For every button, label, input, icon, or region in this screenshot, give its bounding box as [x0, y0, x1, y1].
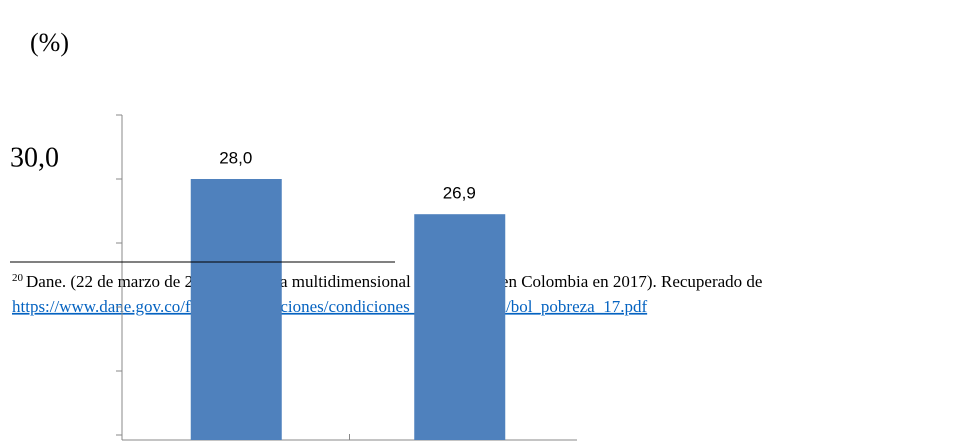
- footnote-link[interactable]: https://www.dane.gov.co/files/investigac…: [12, 297, 647, 316]
- unit-label: (%): [30, 28, 69, 57]
- plot: 30,0 28,0 26,9: [10, 114, 577, 441]
- bar: [190, 179, 282, 440]
- data-label: 26,9: [443, 184, 476, 203]
- y-tick-label: 30,0: [10, 142, 59, 173]
- footnote-body: Dane. (22 de marzo de 2018). Pobreza mul…: [26, 272, 762, 291]
- footnote: 20 Dane. (22 de marzo de 2018). Pobreza m…: [12, 272, 762, 316]
- data-label: 28,0: [219, 148, 252, 167]
- bar: [414, 214, 506, 440]
- footnote-number: 20: [12, 272, 24, 284]
- footnote-text: 20 Dane. (22 de marzo de 2018). Pobreza m…: [12, 272, 762, 291]
